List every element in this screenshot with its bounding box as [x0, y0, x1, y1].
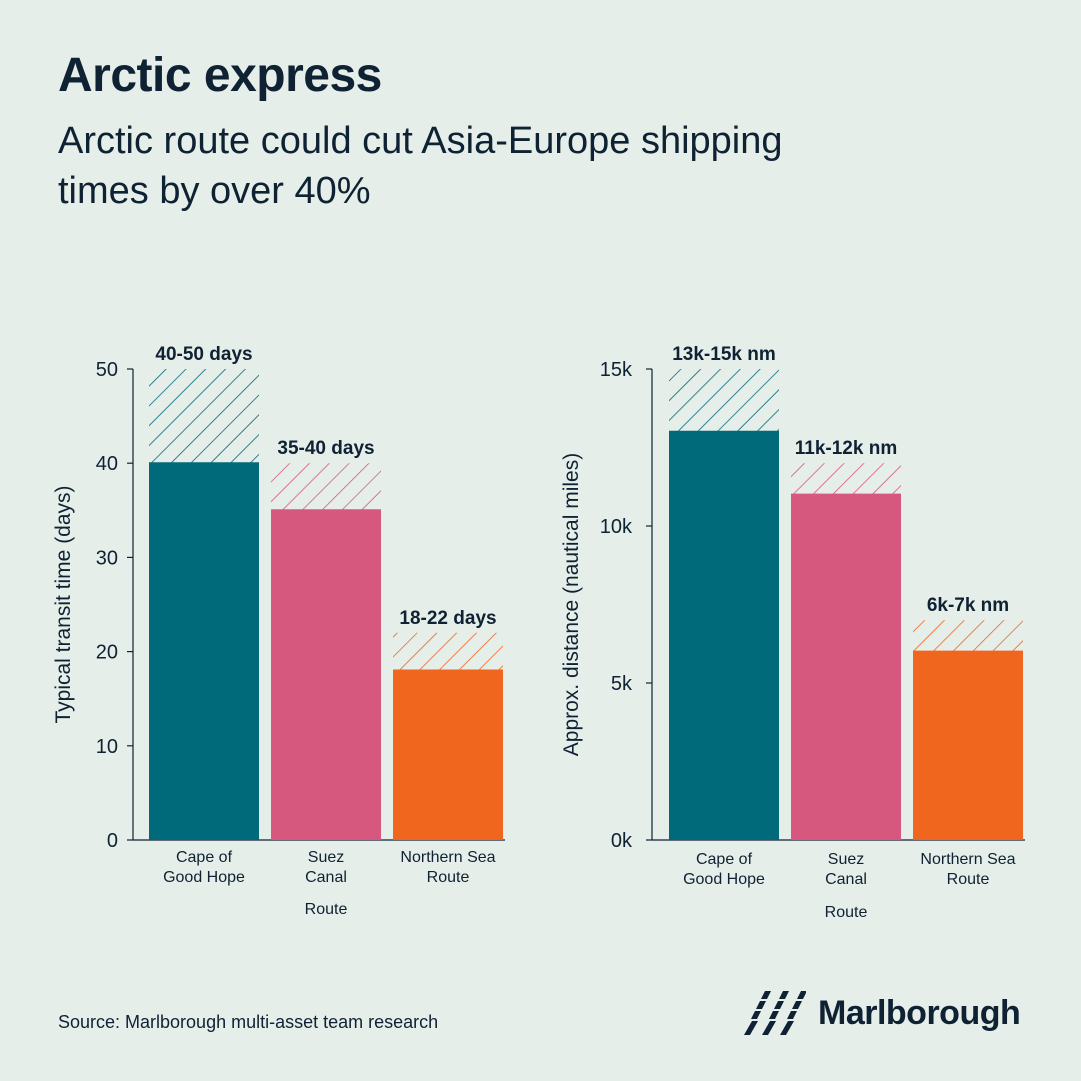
- x-category-label: Canal: [305, 869, 347, 886]
- x-category-label: Good Hope: [683, 871, 765, 888]
- bar-range-hatched: [149, 369, 259, 464]
- bar-data-label: 35-40 days: [277, 438, 374, 459]
- x-category-label: Route: [427, 869, 470, 886]
- bar-range-hatched: [669, 369, 779, 432]
- bar-solid: [271, 510, 381, 840]
- x-category-label: Suez: [828, 851, 864, 868]
- x-category-label: Canal: [825, 871, 867, 888]
- bar-range-hatched: [393, 632, 503, 671]
- bar-solid: [791, 494, 901, 840]
- x-axis-label: Route: [825, 904, 868, 921]
- bar-solid: [913, 651, 1023, 840]
- brand-logo: Marlborough: [742, 990, 1021, 1036]
- x-category-label: Good Hope: [163, 869, 245, 886]
- distance-chart: 0k 5k 10k 15k Approx. distance (nautical mil…: [560, 344, 1025, 921]
- x-axis-label: Route: [305, 901, 348, 918]
- x-category-label: Route: [947, 871, 990, 888]
- bar-range-hatched: [271, 463, 381, 511]
- x-category-label: Cape of: [176, 849, 233, 866]
- bar-solid: [393, 670, 503, 840]
- chart-title: Arctic express: [58, 49, 382, 102]
- transit-time-chart: 0 10 20 30 40 50 Typical transit time (days) 40…: [52, 344, 505, 918]
- marlborough-logo-icon: [744, 991, 806, 1035]
- y-tick-label: 0k: [611, 830, 633, 852]
- bar-solid: [149, 463, 259, 840]
- y-tick-label: 10: [96, 736, 118, 758]
- bar-data-label: 40-50 days: [155, 344, 252, 365]
- y-tick-label: 30: [96, 547, 118, 569]
- brand-name: Marlborough: [818, 993, 1021, 1032]
- bar-data-label: 18-22 days: [399, 608, 496, 629]
- y-tick-label: 5k: [611, 673, 633, 695]
- y-axis-label: Typical transit time (days): [52, 485, 75, 723]
- bar-range-hatched: [791, 463, 901, 495]
- bar-range-hatched: [913, 620, 1023, 652]
- y-tick-label: 10k: [600, 516, 633, 538]
- y-tick-label: 15k: [600, 359, 633, 381]
- bar-data-label: 13k-15k nm: [672, 344, 776, 365]
- chart-subtitle: Arctic route could cut Asia-Europe shipp…: [58, 120, 783, 212]
- source-note: Source: Marlborough multi-asset team res…: [58, 1012, 439, 1032]
- x-category-label: Cape of: [696, 851, 753, 868]
- bar-solid: [669, 431, 779, 840]
- y-axis-label: Approx. distance (nautical miles): [560, 453, 583, 756]
- y-tick-label: 0: [107, 830, 118, 852]
- x-category-label: Northern Sea: [920, 851, 1015, 868]
- y-tick-label: 20: [96, 642, 118, 664]
- x-category-label: Northern Sea: [400, 849, 495, 866]
- bar-data-label: 6k-7k nm: [927, 595, 1009, 616]
- x-category-label: Suez: [308, 849, 344, 866]
- y-tick-label: 40: [96, 453, 118, 475]
- y-tick-label: 50: [96, 359, 118, 381]
- bar-data-label: 11k-12k nm: [795, 438, 897, 459]
